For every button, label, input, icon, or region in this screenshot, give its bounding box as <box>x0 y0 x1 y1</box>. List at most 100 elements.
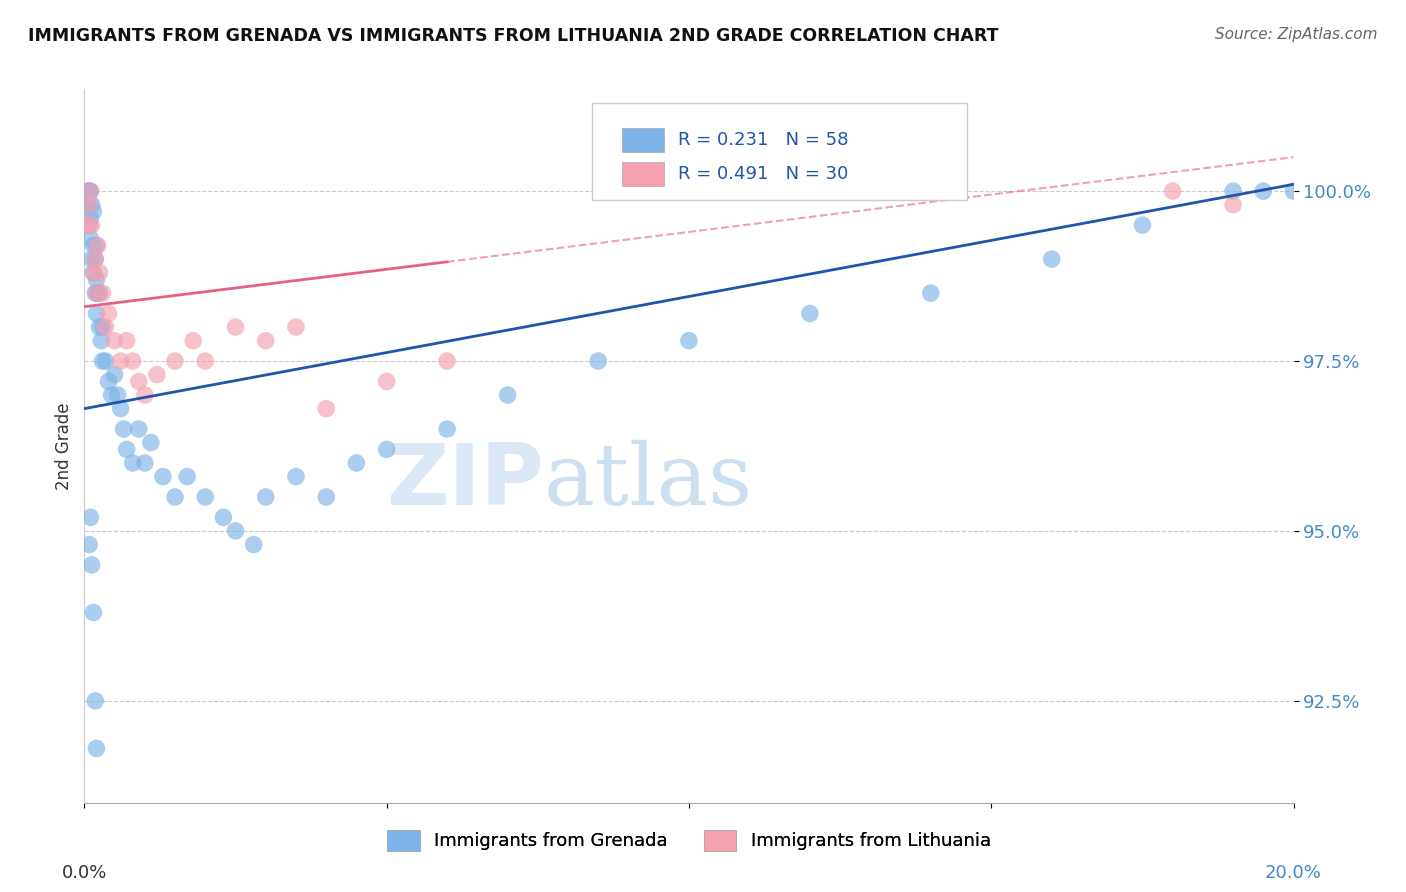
Point <box>97 375 120 389</box>
Point <box>79 211 101 226</box>
Point <box>254 490 277 504</box>
Point <box>1040 252 1063 266</box>
Point <box>285 469 308 483</box>
Text: 20.0%: 20.0% <box>1265 864 1322 882</box>
Point <box>100 388 122 402</box>
Point <box>496 388 519 402</box>
Point <box>104 334 127 348</box>
Point <box>165 354 187 368</box>
Point <box>194 490 217 504</box>
Point <box>678 334 700 348</box>
Point <box>225 320 247 334</box>
Point <box>77 198 100 212</box>
Point <box>285 320 308 334</box>
Point <box>181 334 204 348</box>
Point <box>1161 184 1184 198</box>
Point <box>110 401 132 416</box>
Point <box>76 218 98 232</box>
Point <box>84 694 107 708</box>
Point <box>86 272 108 286</box>
Point <box>80 558 103 572</box>
Point <box>128 422 150 436</box>
Point <box>152 469 174 483</box>
Point <box>89 286 111 301</box>
Point <box>1282 184 1305 198</box>
Bar <box>621 162 664 186</box>
Point <box>588 354 610 368</box>
Point <box>86 238 108 252</box>
Point <box>91 354 114 368</box>
Point <box>82 238 104 252</box>
Point <box>82 606 104 620</box>
Text: Source: ZipAtlas.com: Source: ZipAtlas.com <box>1215 27 1378 42</box>
Point <box>79 232 101 246</box>
Point <box>254 334 277 348</box>
Point <box>91 320 114 334</box>
Point <box>1253 184 1275 198</box>
Point <box>436 422 458 436</box>
Text: IMMIGRANTS FROM GRENADA VS IMMIGRANTS FROM LITHUANIA 2ND GRADE CORRELATION CHART: IMMIGRANTS FROM GRENADA VS IMMIGRANTS FR… <box>28 27 998 45</box>
FancyBboxPatch shape <box>592 103 967 200</box>
Point <box>225 524 247 538</box>
Point <box>91 286 114 301</box>
Point <box>375 375 398 389</box>
Point <box>86 238 108 252</box>
Point <box>315 401 337 416</box>
Point <box>79 510 101 524</box>
Point <box>84 252 107 266</box>
Point <box>86 286 108 301</box>
Text: ZIP: ZIP <box>387 440 544 524</box>
Point <box>76 184 98 198</box>
Point <box>77 537 100 551</box>
Point <box>176 469 198 483</box>
Point <box>121 354 143 368</box>
Point <box>128 375 150 389</box>
Text: R = 0.491   N = 30: R = 0.491 N = 30 <box>678 165 848 184</box>
Point <box>86 741 108 756</box>
Point <box>79 184 101 198</box>
Point <box>80 198 103 212</box>
Point <box>212 510 235 524</box>
Point <box>115 334 138 348</box>
Point <box>146 368 169 382</box>
Text: R = 0.231   N = 58: R = 0.231 N = 58 <box>678 131 848 149</box>
Point <box>436 354 458 368</box>
Y-axis label: 2nd Grade: 2nd Grade <box>55 402 73 490</box>
Point <box>1222 184 1244 198</box>
Legend: Immigrants from Grenada, Immigrants from Lithuania: Immigrants from Grenada, Immigrants from… <box>380 822 998 858</box>
Point <box>84 252 107 266</box>
Bar <box>621 128 664 152</box>
Point <box>82 266 104 280</box>
Point <box>134 388 156 402</box>
Point <box>86 286 108 301</box>
Point <box>80 252 103 266</box>
Point <box>315 490 337 504</box>
Point <box>194 354 217 368</box>
Point <box>84 286 107 301</box>
Point <box>799 306 821 320</box>
Point <box>112 422 135 436</box>
Point <box>77 184 100 198</box>
Point <box>375 442 398 457</box>
Point <box>82 266 104 280</box>
Point <box>76 198 98 212</box>
Point <box>1132 218 1154 232</box>
Point <box>115 442 138 457</box>
Point <box>121 456 143 470</box>
Point <box>77 218 100 232</box>
Point <box>107 388 129 402</box>
Point <box>346 456 368 470</box>
Text: atlas: atlas <box>544 440 754 524</box>
Point <box>242 537 264 551</box>
Point <box>82 204 104 219</box>
Point <box>110 354 132 368</box>
Point <box>920 286 942 301</box>
Point <box>165 490 187 504</box>
Point <box>104 368 127 382</box>
Text: 0.0%: 0.0% <box>62 864 107 882</box>
Point <box>80 218 103 232</box>
Point <box>89 320 111 334</box>
Point <box>1222 198 1244 212</box>
Point <box>94 320 117 334</box>
Point <box>134 456 156 470</box>
